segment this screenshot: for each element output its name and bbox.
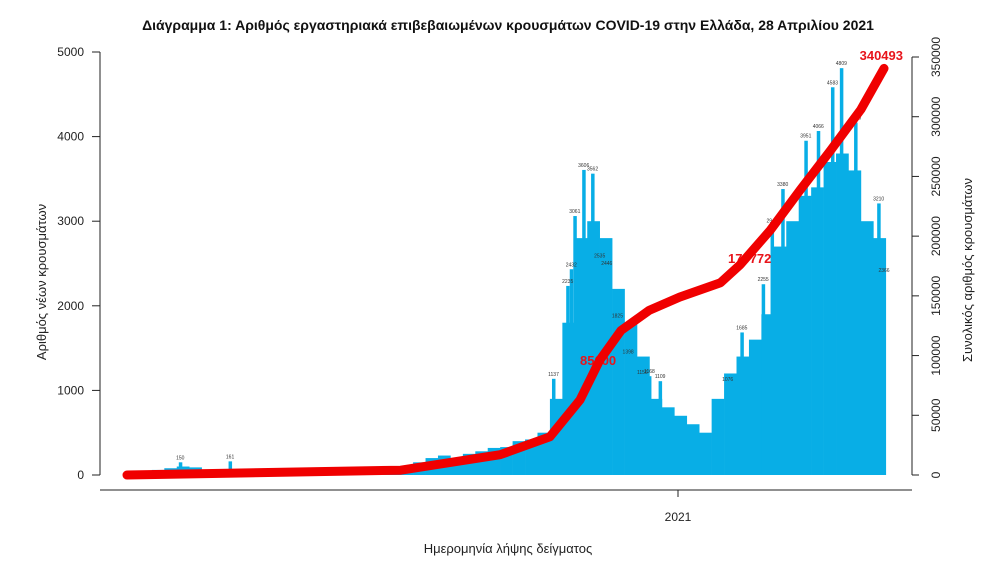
bar-value-label: 1168 <box>644 369 655 375</box>
bar-spike <box>178 462 183 475</box>
x-tick-label: 2021 <box>665 510 692 524</box>
bar-value-label: 3951 <box>800 134 811 140</box>
bar-value-label: 2432 <box>566 262 577 268</box>
bar-value-label: 2366 <box>878 268 889 274</box>
y2-tick-label: 200000 <box>929 216 943 256</box>
bar-spike <box>615 320 620 475</box>
bar <box>674 415 688 475</box>
bar-spike <box>816 131 821 475</box>
bar-value-label: 1685 <box>736 325 747 331</box>
bar-value-label: 1137 <box>548 372 559 378</box>
bar-spike <box>658 381 663 475</box>
bar-value-label: 2235 <box>562 279 573 285</box>
bar-value-label: 3562 <box>587 167 598 173</box>
y-tick-label: 3000 <box>57 214 84 228</box>
bar-spike <box>770 225 775 475</box>
bar <box>686 424 700 475</box>
bar <box>624 322 638 475</box>
bar-spike <box>781 189 785 475</box>
cumulative-line <box>122 63 889 480</box>
bar-value-label: 161 <box>226 454 235 460</box>
bar <box>860 221 874 475</box>
bar-value-label: 1076 <box>722 377 733 383</box>
bar-value-label: 1825 <box>612 314 623 320</box>
y-tick-label: 4000 <box>57 130 84 144</box>
bar <box>699 432 712 475</box>
bar-value-label: 3380 <box>777 182 788 188</box>
bar-spike <box>582 169 586 475</box>
bar-value-label: 3210 <box>873 196 884 202</box>
y-tick-label: 0 <box>77 468 84 482</box>
bar-spike <box>761 284 766 475</box>
y-tick-label: 1000 <box>57 383 84 397</box>
bar-spike <box>726 383 730 475</box>
x-axis-label: Ημερομηνία λήψης δείγματος <box>424 541 593 556</box>
bar-value-label: 4583 <box>827 80 838 86</box>
bar-spike <box>640 377 645 475</box>
y-tick-label: 5000 <box>57 45 84 59</box>
y2-axis-label: Συνολικός αριθμός κρουσμάτων <box>960 178 975 362</box>
bar-spike <box>566 285 570 475</box>
y2-tick-label: 350000 <box>929 37 943 77</box>
bar-spike <box>591 173 595 476</box>
bar-spike <box>228 461 233 475</box>
bar <box>786 221 800 475</box>
y2-tick-label: 150000 <box>929 276 943 316</box>
bar-value-label: 2535 <box>594 254 605 260</box>
bar-value-label: 1398 <box>623 350 634 356</box>
bar <box>661 407 675 475</box>
y2-ticks: 0 50000 100000 150000 200000 250000 300000 3500… <box>912 37 943 478</box>
bar-value-label: 3061 <box>569 209 580 215</box>
bar-spike <box>804 140 808 475</box>
y-tick-label: 2000 <box>57 299 84 313</box>
bar-value-label: 2255 <box>758 277 769 283</box>
bar-spike <box>569 269 574 475</box>
bar-value-label: 4066 <box>813 124 824 130</box>
y2-tick-label: 250000 <box>929 156 943 196</box>
y2-tick-label: 50000 <box>929 398 943 432</box>
bar-spike <box>605 268 609 475</box>
bar-value-label: 1156 <box>637 370 648 376</box>
bar-spike <box>573 216 577 475</box>
bar-spike <box>740 332 744 475</box>
y2-tick-label: 0 <box>929 471 943 478</box>
bar-value-label: 150 <box>176 455 185 461</box>
bar-spike <box>854 122 858 475</box>
bar-spike <box>830 87 835 475</box>
bar-value-label: 3606 <box>578 163 589 169</box>
bar-spike <box>877 203 881 475</box>
bar-spike <box>626 356 631 475</box>
chart-title: Διάγραμμα 1: Αριθμός εργαστηριακά επιβεβ… <box>142 17 874 33</box>
bar-spike <box>882 274 887 475</box>
bars-group <box>127 68 887 476</box>
bar <box>724 373 737 475</box>
bar-value-label: 2446 <box>601 261 612 267</box>
bar <box>711 398 725 475</box>
y-ticks: 0 1000 2000 3000 4000 5000 <box>57 45 100 482</box>
bar-value-label: 1109 <box>655 374 666 380</box>
y2-tick-label: 100000 <box>929 335 943 375</box>
bar-value-label: 4809 <box>836 61 847 67</box>
y2-tick-label: 300000 <box>929 96 943 136</box>
annotation-total: 340493 <box>860 48 903 63</box>
bar-spike <box>647 376 652 475</box>
bar-spike <box>839 68 844 475</box>
bar <box>748 339 762 475</box>
y-axis-label: Αριθμός νέων κρουσμάτων <box>34 204 49 360</box>
